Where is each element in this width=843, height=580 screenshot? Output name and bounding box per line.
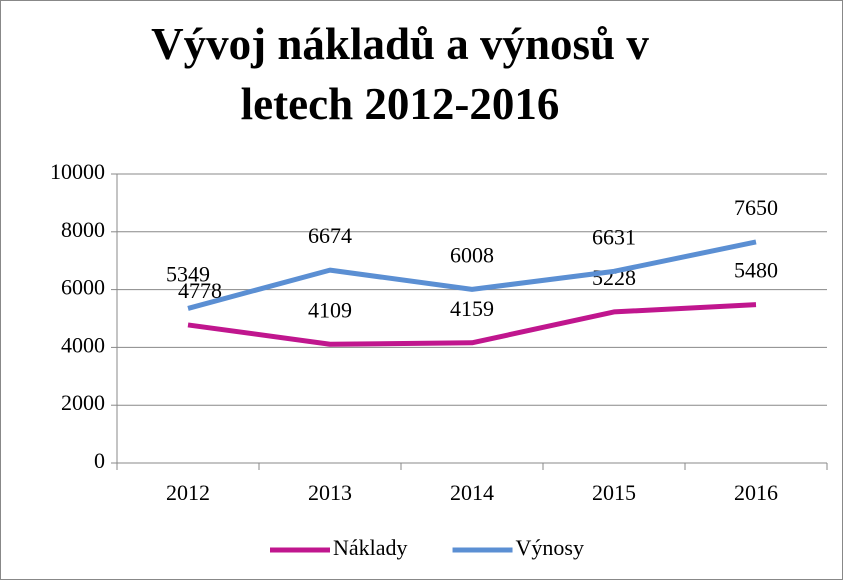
x-tick-label: 2014 <box>450 480 494 505</box>
data-label: 6631 <box>592 224 636 249</box>
y-tick-label: 10000 <box>50 159 105 184</box>
y-tick-label: 8000 <box>61 217 105 242</box>
series-line <box>187 239 757 311</box>
data-label: 7650 <box>734 195 778 220</box>
data-label: 4109 <box>308 297 352 322</box>
data-label: 5480 <box>734 258 778 283</box>
y-tick-label: 0 <box>94 448 105 473</box>
series-line <box>187 302 757 347</box>
data-label: 5349 <box>166 261 210 286</box>
x-tick-label: 2012 <box>166 480 210 505</box>
legend-label: Výnosy <box>516 535 584 560</box>
y-tick-label: 6000 <box>61 275 105 300</box>
x-tick-label: 2016 <box>734 480 778 505</box>
x-tick-label: 2013 <box>308 480 352 505</box>
data-label: 6674 <box>308 223 352 248</box>
data-label: 4159 <box>450 296 494 321</box>
x-tick-label: 2015 <box>592 480 636 505</box>
chart-title: Vývoj nákladů a výnosů v letech 2012-201… <box>151 19 649 129</box>
data-label: 6008 <box>450 242 494 267</box>
y-tick-label: 4000 <box>61 332 105 357</box>
legend-label: Náklady <box>333 535 408 560</box>
y-tick-label: 2000 <box>61 390 105 415</box>
